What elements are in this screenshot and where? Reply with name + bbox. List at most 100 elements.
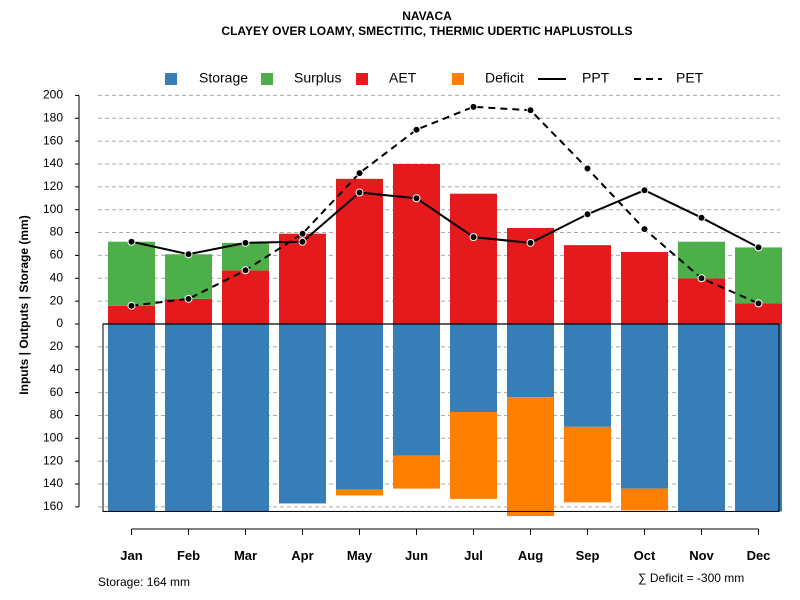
ppt-line-point	[583, 210, 592, 219]
pet-line-point	[355, 169, 364, 178]
x-tick-label-jul: Jul	[464, 548, 483, 563]
ppt-line-point	[640, 186, 649, 195]
storage-label: Storage: 164 mm	[98, 575, 190, 589]
storage-bar-feb	[165, 324, 212, 512]
deficit-bar-jun	[393, 455, 440, 489]
aet-bar-jul	[450, 193, 497, 324]
x-tick-label-nov: Nov	[689, 548, 714, 563]
x-tick-label-mar: Mar	[234, 548, 257, 563]
ppt-line-point	[754, 243, 763, 252]
ppt-line-point	[184, 250, 193, 259]
storage-bar-oct	[621, 324, 668, 489]
aet-bar-jun	[393, 163, 440, 324]
deficit-label: ∑ Deficit = -300 mm	[638, 571, 744, 585]
aet-bar-dec	[735, 303, 782, 324]
aet-bar-oct	[621, 251, 668, 324]
aet-bar-apr	[279, 233, 326, 324]
legend-swatch-aet	[356, 73, 368, 85]
pet-line-point	[127, 301, 136, 310]
storage-bar-may	[336, 324, 383, 490]
y-tick-label: 100	[43, 430, 63, 444]
x-tick-label-apr: Apr	[291, 548, 313, 563]
y-tick-label: 140	[43, 476, 63, 490]
ppt-line-point	[127, 237, 136, 246]
pet-line-point	[469, 102, 478, 111]
pet-line-point	[583, 164, 592, 173]
pet-line-point	[526, 106, 535, 115]
legend: Storage Surplus AET Deficit PPT PET	[165, 70, 704, 86]
x-tick-label-aug: Aug	[518, 548, 543, 563]
storage-bar-aug	[507, 324, 554, 398]
aet-bar-nov	[678, 278, 725, 324]
pet-line-point	[298, 229, 307, 238]
y-tick-label: 80	[50, 408, 64, 422]
x-tick-label-feb: Feb	[177, 548, 200, 563]
storage-bar-jan	[108, 324, 155, 512]
pet-line-point	[241, 266, 250, 275]
ppt-line-point	[298, 237, 307, 246]
aet-bar-may	[336, 178, 383, 324]
legend-label-aet: AET	[389, 70, 417, 86]
legend-label-surplus: Surplus	[294, 70, 341, 86]
storage-bar-sep	[564, 324, 611, 427]
ppt-line-point	[697, 213, 706, 222]
legend-label-pet: PET	[676, 70, 704, 86]
y-tick-label: 0	[56, 316, 63, 330]
deficit-bar-sep	[564, 426, 611, 503]
surplus-bar-nov	[678, 241, 725, 279]
pet-line-point	[697, 274, 706, 283]
deficit-bar-aug	[507, 397, 554, 517]
y-tick-label: 100	[43, 202, 63, 216]
storage-bar-jun	[393, 324, 440, 456]
axes: 2001801601401201008060402002040608010012…	[43, 88, 770, 563]
aet-bar-feb	[165, 298, 212, 324]
pet-line	[131, 105, 759, 307]
aet-bar-jan	[108, 305, 155, 324]
deficit-bar-may	[336, 489, 383, 496]
pet-line-point	[640, 225, 649, 234]
surplus-bar-jan	[108, 241, 155, 306]
x-tick-label-sep: Sep	[576, 548, 600, 563]
ppt-line-point	[241, 238, 250, 247]
x-tick-label-jun: Jun	[405, 548, 428, 563]
y-tick-label: 80	[50, 225, 64, 239]
legend-swatch-surplus	[261, 73, 273, 85]
aet-bar-mar	[222, 270, 269, 324]
pet-line-point	[184, 294, 193, 303]
aet-bar-sep	[564, 245, 611, 324]
legend-label-storage: Storage	[199, 70, 248, 86]
chart-title: NAVACA	[402, 9, 452, 23]
pet-line-point	[412, 125, 421, 134]
chart-subtitle: CLAYEY OVER LOAMY, SMECTITIC, THERMIC UD…	[221, 24, 632, 38]
ppt-line-point	[412, 194, 421, 203]
y-tick-label: 120	[43, 179, 63, 193]
storage-bar-dec	[735, 324, 782, 512]
surplus-bar-feb	[165, 254, 212, 299]
y-tick-label: 180	[43, 110, 63, 124]
ppt-line-point	[526, 238, 535, 247]
x-tick-label-jan: Jan	[120, 548, 142, 563]
legend-label-ppt: PPT	[582, 70, 610, 86]
lines	[127, 102, 763, 310]
storage-bar-jul	[450, 324, 497, 413]
y-tick-label: 40	[50, 362, 64, 376]
y-axis-label: Inputs | Outputs | Storage (mm)	[17, 215, 31, 394]
y-tick-label: 160	[43, 133, 63, 147]
y-tick-label: 120	[43, 453, 63, 467]
y-tick-label: 60	[50, 385, 64, 399]
ppt-line-point	[355, 188, 364, 197]
legend-swatch-deficit	[452, 73, 464, 85]
pet-line-point	[754, 299, 763, 308]
x-tick-label-may: May	[347, 548, 373, 563]
x-tick-label-dec: Dec	[747, 548, 771, 563]
ppt-line-point	[469, 233, 478, 242]
deficit-bar-oct	[621, 488, 668, 511]
storage-bar-mar	[222, 324, 269, 512]
y-tick-label: 20	[50, 339, 64, 353]
y-tick-label: 160	[43, 499, 63, 513]
storage-bar-apr	[279, 324, 326, 504]
y-tick-label: 200	[43, 88, 63, 102]
ppt-line	[131, 189, 759, 256]
surplus-bar-mar	[222, 242, 269, 271]
